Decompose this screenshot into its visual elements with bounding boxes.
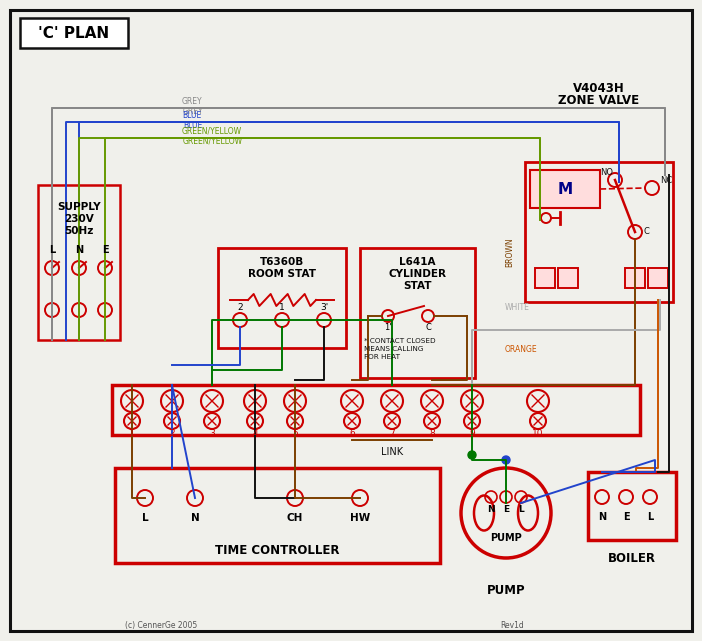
Text: E: E bbox=[623, 512, 629, 522]
Bar bbox=[625, 268, 645, 288]
Text: BROWN: BROWN bbox=[505, 237, 514, 267]
Text: STAT: STAT bbox=[403, 281, 432, 291]
Bar bbox=[115, 468, 440, 563]
Text: 9: 9 bbox=[469, 428, 475, 438]
Bar bbox=[112, 385, 640, 435]
Text: NC: NC bbox=[660, 176, 673, 185]
Text: 230V: 230V bbox=[64, 214, 94, 224]
Bar bbox=[648, 268, 668, 288]
Text: N: N bbox=[191, 513, 199, 523]
Text: CYLINDER: CYLINDER bbox=[388, 269, 446, 279]
Text: 'C' PLAN: 'C' PLAN bbox=[39, 26, 110, 40]
Text: BLUE: BLUE bbox=[182, 111, 201, 120]
Text: HW: HW bbox=[350, 513, 370, 523]
Text: GREY: GREY bbox=[182, 97, 203, 106]
Text: C: C bbox=[425, 324, 431, 333]
Text: 1: 1 bbox=[129, 428, 135, 438]
Text: N: N bbox=[487, 504, 495, 513]
Text: N: N bbox=[75, 245, 83, 255]
Text: BOILER: BOILER bbox=[608, 551, 656, 565]
Bar bbox=[20, 18, 128, 48]
Text: N: N bbox=[598, 512, 606, 522]
Text: ZONE VALVE: ZONE VALVE bbox=[558, 94, 640, 106]
Text: BLUE: BLUE bbox=[183, 121, 202, 129]
Text: 10: 10 bbox=[532, 428, 544, 438]
Text: Rev1d: Rev1d bbox=[500, 621, 524, 630]
Text: CH: CH bbox=[287, 513, 303, 523]
Text: C: C bbox=[643, 228, 649, 237]
Text: E: E bbox=[102, 245, 108, 255]
Text: LINK: LINK bbox=[381, 447, 403, 457]
Text: 6: 6 bbox=[349, 428, 355, 438]
Text: L: L bbox=[518, 504, 524, 513]
Text: 5: 5 bbox=[292, 428, 298, 438]
Text: 1': 1' bbox=[384, 324, 392, 333]
Text: NO: NO bbox=[600, 168, 614, 177]
Text: TIME CONTROLLER: TIME CONTROLLER bbox=[216, 544, 340, 558]
Text: 1: 1 bbox=[279, 303, 285, 312]
Text: 3': 3' bbox=[320, 303, 328, 312]
Text: (c) CennerGe 2005: (c) CennerGe 2005 bbox=[125, 621, 197, 630]
Text: L: L bbox=[49, 245, 55, 255]
Circle shape bbox=[502, 456, 510, 464]
Text: 50Hz: 50Hz bbox=[65, 226, 93, 236]
Text: PUMP: PUMP bbox=[490, 533, 522, 543]
Bar bbox=[530, 170, 600, 208]
Text: SUPPLY: SUPPLY bbox=[57, 202, 101, 212]
Text: 2: 2 bbox=[169, 428, 175, 438]
Text: V4043H: V4043H bbox=[573, 81, 625, 94]
Text: ORANGE: ORANGE bbox=[505, 345, 538, 354]
Text: L641A: L641A bbox=[399, 257, 436, 267]
Text: 2: 2 bbox=[237, 303, 243, 312]
Text: 7: 7 bbox=[389, 428, 395, 438]
Bar bbox=[360, 248, 475, 378]
Bar bbox=[38, 185, 120, 340]
Bar bbox=[535, 268, 555, 288]
Circle shape bbox=[468, 451, 476, 459]
Text: 3: 3 bbox=[209, 428, 215, 438]
Text: L: L bbox=[142, 513, 148, 523]
Bar bbox=[588, 472, 676, 540]
Text: WHITE: WHITE bbox=[505, 303, 530, 312]
Bar bbox=[218, 248, 346, 348]
Text: M: M bbox=[557, 181, 573, 197]
Text: L: L bbox=[647, 512, 653, 522]
Text: GREY: GREY bbox=[183, 106, 204, 115]
Text: 4: 4 bbox=[252, 428, 258, 438]
Text: PUMP: PUMP bbox=[486, 585, 525, 597]
Text: GREEN/YELLOW: GREEN/YELLOW bbox=[182, 127, 242, 136]
Text: GREEN/YELLOW: GREEN/YELLOW bbox=[183, 137, 243, 146]
Text: ROOM STAT: ROOM STAT bbox=[248, 269, 316, 279]
Bar bbox=[558, 268, 578, 288]
Text: T6360B: T6360B bbox=[260, 257, 304, 267]
Text: E: E bbox=[503, 504, 509, 513]
Text: 8: 8 bbox=[429, 428, 435, 438]
Text: * CONTACT CLOSED
MEANS CALLING
FOR HEAT: * CONTACT CLOSED MEANS CALLING FOR HEAT bbox=[364, 338, 436, 360]
Bar bbox=[525, 162, 673, 302]
